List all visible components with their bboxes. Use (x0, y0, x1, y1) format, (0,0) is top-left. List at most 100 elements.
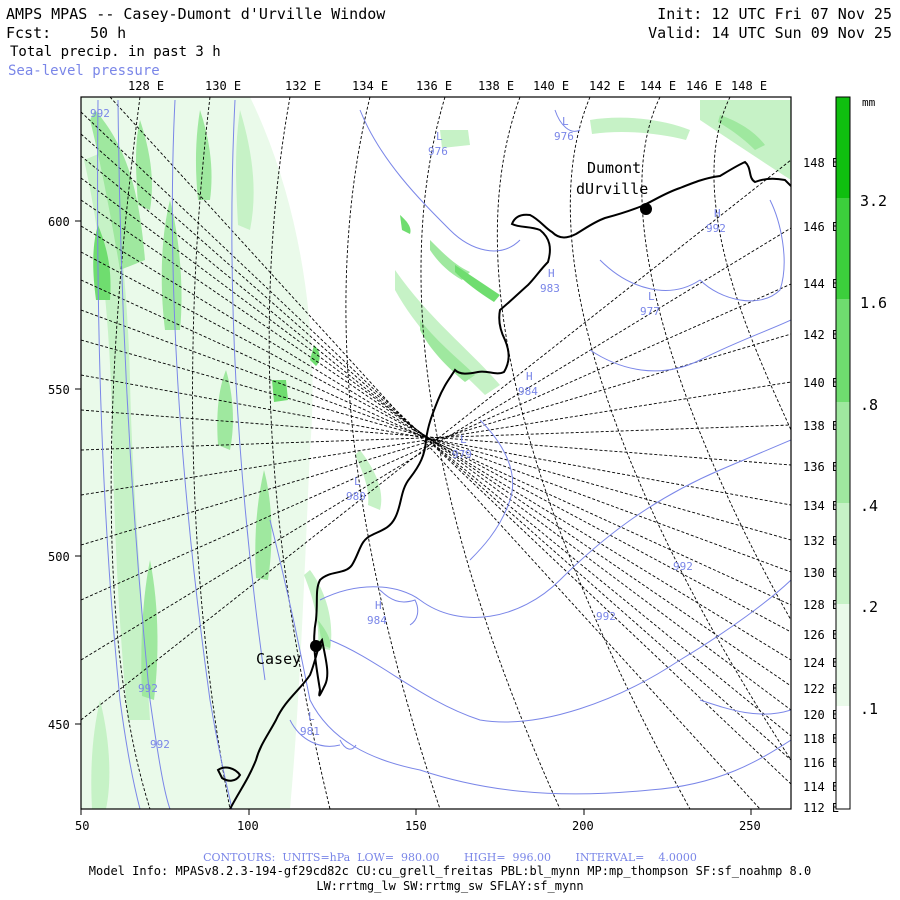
lon-label: 136 E (803, 460, 839, 474)
pressure-center-label: L (308, 710, 315, 723)
pressure-center-value: 980 (346, 490, 366, 503)
legend-swatch (836, 503, 850, 604)
legend-swatch (836, 706, 850, 809)
pressure-center-value: 979 (452, 448, 472, 461)
x-tick-label: 200 (572, 819, 594, 833)
lon-label: 140 E (533, 79, 569, 93)
lon-label: 142 E (803, 328, 839, 342)
y-tick-label: 600 (48, 215, 70, 229)
lon-label: 134 E (352, 79, 388, 93)
init-time: Init: 12 UTC Fri 07 Nov 25 (657, 5, 892, 23)
lon-label: 138 E (803, 419, 839, 433)
lon-label: 132 E (285, 79, 321, 93)
legend-level: 3.2 (860, 192, 887, 210)
forecast-hours: 50 h (90, 24, 127, 42)
x-tick-label: 250 (739, 819, 761, 833)
lon-label: 148 E (731, 79, 767, 93)
pressure-center-value: 977 (640, 305, 660, 318)
dumont-durville-label-line1: Dumont (587, 159, 641, 177)
legend-level: .2 (860, 598, 878, 616)
contour-value-label: 992 (90, 107, 110, 120)
model-info-line2: LW:rrtmg_lw SW:rrtmg_sw SFLAY:sf_mynn (316, 879, 584, 893)
pressure-center-value: 976 (428, 145, 448, 158)
pressure-center-value: 984 (367, 614, 387, 627)
x-tick-label: 100 (237, 819, 259, 833)
precip-shading (81, 97, 791, 809)
forecast-label: Fcst: (6, 24, 52, 42)
x-axis: 50 100 150 200 250 (75, 809, 761, 833)
overlay-label: Sea-level pressure (8, 63, 160, 79)
x-tick-label: 150 (405, 819, 427, 833)
legend-swatch (836, 198, 850, 299)
lon-label: 118 E (803, 732, 839, 746)
contour-value-label: 992 (673, 560, 693, 573)
pressure-center-label: L (562, 115, 569, 128)
dumont-durville-station-marker (640, 203, 652, 215)
top-longitude-labels: 128 E 130 E 132 E 134 E 136 E 138 E 140 … (128, 79, 767, 93)
map-content: L 976 L 976 H 992 H 983 L 977 H 984 L 97… (81, 97, 791, 809)
pressure-center-label: L (648, 290, 655, 303)
lon-label: 134 E (803, 499, 839, 513)
legend-level: .8 (860, 396, 878, 414)
map-title: AMPS MPAS -- Casey-Dumont d'Urville Wind… (6, 5, 386, 23)
contour-value-label: 992 (150, 738, 170, 751)
legend-level: 1.6 (860, 294, 887, 312)
lon-label: 132 E (803, 534, 839, 548)
lon-label: 136 E (416, 79, 452, 93)
lon-label: 126 E (803, 628, 839, 642)
lon-label: 144 E (803, 277, 839, 291)
lon-label: 112 E (803, 801, 839, 815)
right-longitude-labels: 148 E 146 E 144 E 142 E 140 E 138 E 136 … (803, 156, 839, 815)
valid-time: Valid: 14 UTC Sun 09 Nov 25 (648, 24, 892, 42)
legend-swatch (836, 299, 850, 402)
stations: Casey Dumont dUrville (256, 159, 652, 668)
pressure-center-value: 992 (706, 222, 726, 235)
map-frame (80, 96, 792, 810)
pressure-center-label: L (460, 433, 467, 446)
legend-level: .1 (860, 700, 878, 718)
casey-station-label: Casey (256, 650, 301, 668)
lon-label: 148 E (803, 156, 839, 170)
contour-value-label: 992 (138, 682, 158, 695)
y-tick-label: 500 (48, 550, 70, 564)
x-tick-label: 50 (75, 819, 89, 833)
lon-label: 128 E (803, 598, 839, 612)
lon-label: 146 E (803, 220, 839, 234)
latlon-grid (81, 97, 791, 809)
pressure-center-value: 984 (518, 385, 538, 398)
pressure-center-label: L (436, 130, 443, 143)
lon-label: 116 E (803, 756, 839, 770)
lon-label: 138 E (478, 79, 514, 93)
lon-label: 130 E (205, 79, 241, 93)
legend-swatch (836, 97, 850, 198)
pressure-center-label: H (526, 370, 533, 383)
lon-label: 130 E (803, 566, 839, 580)
y-tick-label: 550 (48, 383, 70, 397)
pressure-center-label: H (714, 207, 721, 220)
y-tick-label: 450 (48, 718, 70, 732)
contours-info: CONTOURS: UNITS=hPa LOW= 980.00 HIGH= 99… (203, 851, 697, 864)
lon-label: 140 E (803, 376, 839, 390)
lon-label: 142 E (589, 79, 625, 93)
lon-label: 122 E (803, 682, 839, 696)
coastline (216, 160, 791, 809)
lon-label: 114 E (803, 780, 839, 794)
contour-value-label: 992 (596, 610, 616, 623)
pressure-center-value: 983 (540, 282, 560, 295)
lon-label: 120 E (803, 708, 839, 722)
legend-level: .4 (860, 497, 878, 515)
pressure-center-value: 981 (300, 725, 320, 738)
lon-label: 128 E (128, 79, 164, 93)
pressure-center-label: H (375, 599, 382, 612)
lon-label: 146 E (686, 79, 722, 93)
lon-label: 144 E (640, 79, 676, 93)
casey-station-marker (310, 640, 322, 652)
field-label: Total precip. in past 3 h (10, 44, 221, 60)
pressure-center-label: H (548, 267, 555, 280)
legend-unit: mm (862, 96, 876, 109)
y-axis: 600 550 500 450 (48, 215, 81, 732)
lon-label: 124 E (803, 656, 839, 670)
legend-swatch (836, 604, 850, 706)
precip-legend: mm 3.2 1.6 .8 .4 .2 .1 (835, 96, 887, 810)
